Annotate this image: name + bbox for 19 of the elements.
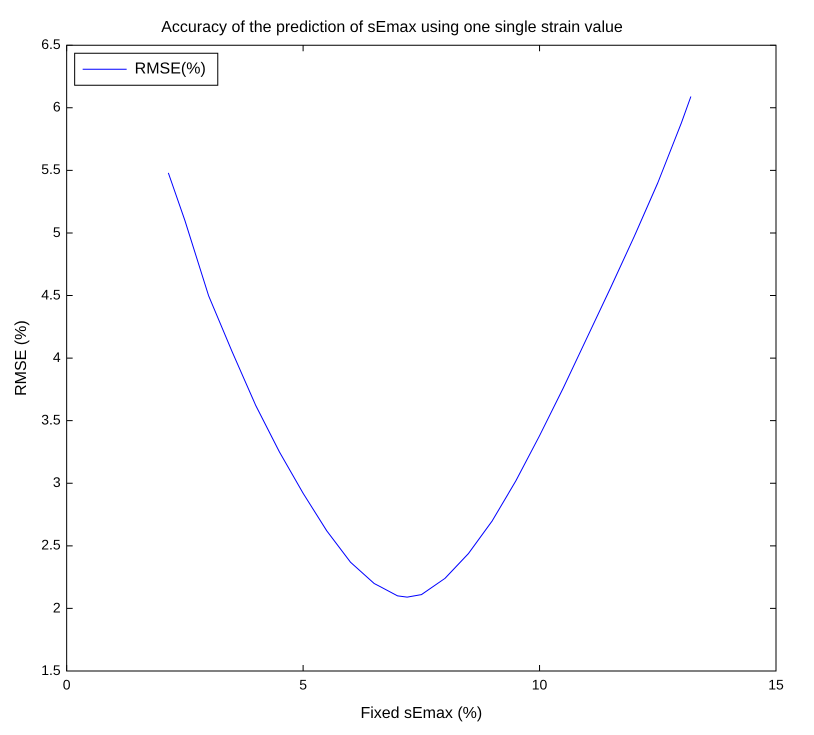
y-tick-label: 2.5 — [41, 536, 61, 553]
y-axis-title: RMSE (%) — [13, 320, 30, 396]
y-tick-label: 6.5 — [41, 36, 61, 52]
y-tick-label: 4 — [52, 348, 61, 365]
y-tick-label: 3 — [52, 474, 61, 490]
y-tick-label: 5.5 — [41, 161, 61, 178]
y-tick-label: 2 — [52, 599, 61, 616]
x-tick-label: 15 — [768, 676, 784, 692]
y-tick-label: 1.5 — [41, 662, 61, 678]
y-tick-label: 3.5 — [41, 412, 61, 428]
x-axis-title: Fixed sEmax (%) — [360, 704, 482, 722]
legend-label: RMSE(%) — [134, 60, 206, 78]
chart-title: Accuracy of the prediction of sEmax using one single strain value — [161, 19, 623, 36]
x-tick-label: 10 — [532, 676, 548, 692]
y-tick-label: 4.5 — [41, 286, 61, 302]
y-tick-label: 6 — [52, 98, 61, 115]
x-tick-label: 5 — [299, 676, 308, 692]
y-tick-label: 5 — [52, 224, 61, 240]
x-tick-label: 0 — [62, 676, 71, 692]
